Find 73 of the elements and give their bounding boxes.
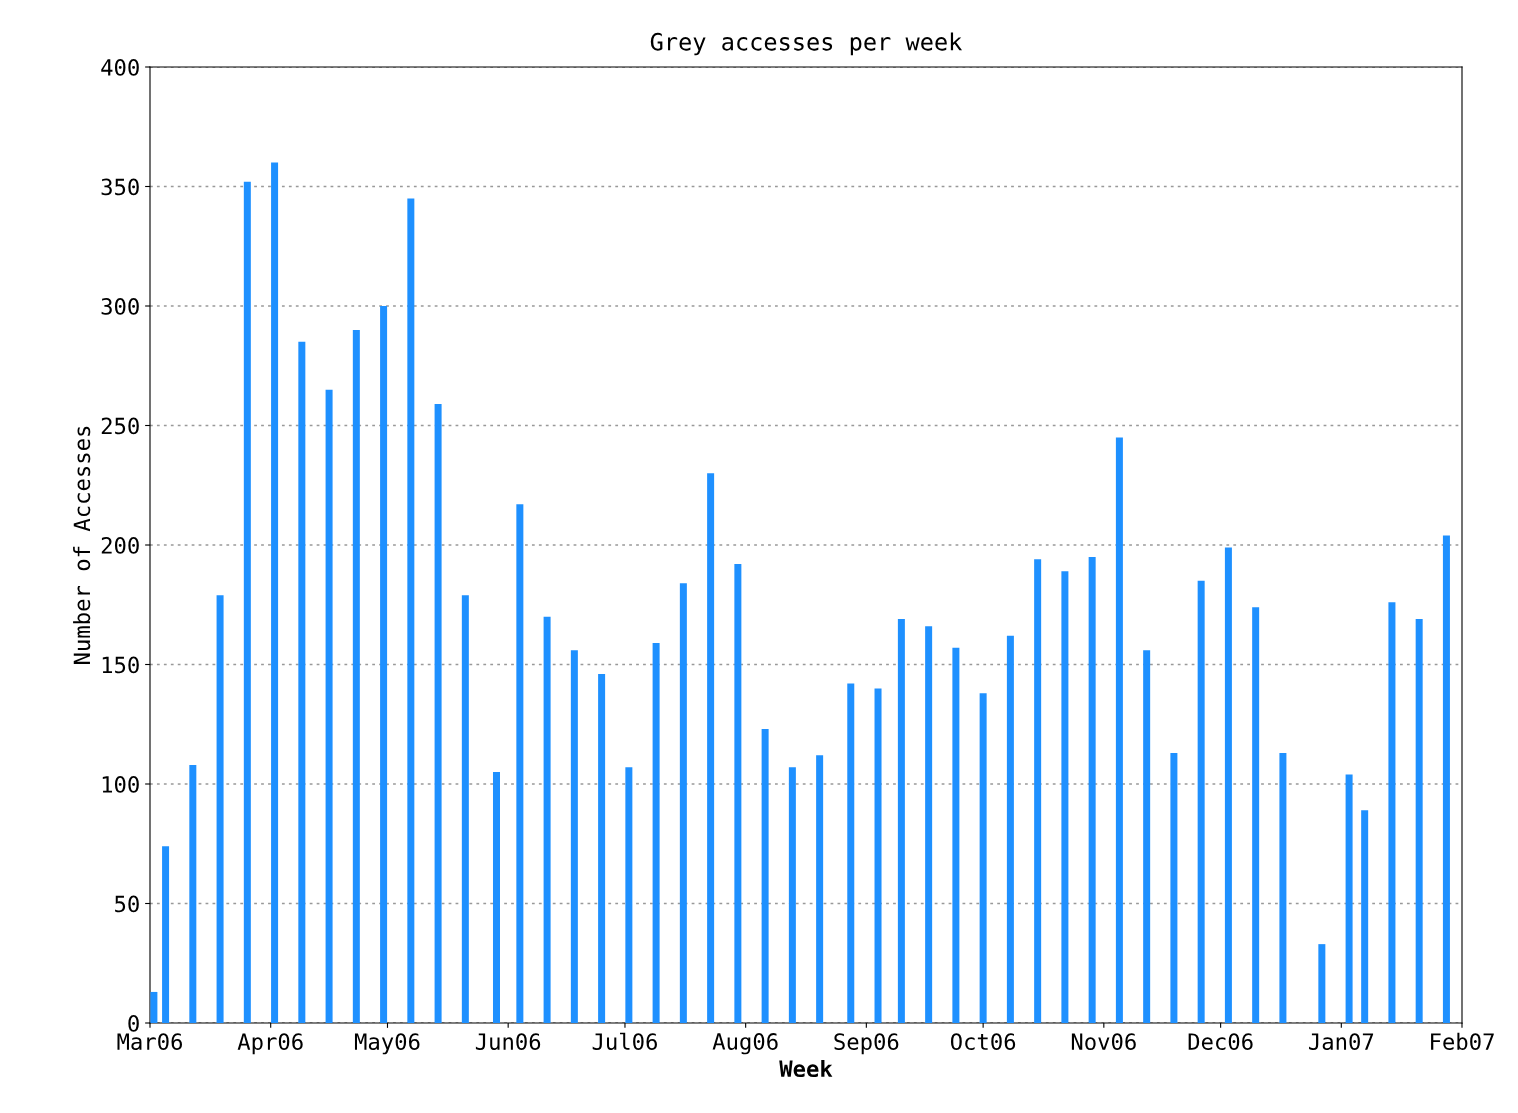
- x-tick-label: Jun06: [475, 1033, 541, 1051]
- x-tick-label: May06: [354, 1033, 420, 1055]
- x-tick-label: Jan07: [1309, 1033, 1374, 1051]
- bar: [625, 767, 633, 1023]
- bar: [1415, 619, 1423, 1023]
- bar: [1006, 635, 1014, 1023]
- bar: [1115, 437, 1123, 1023]
- bar: [570, 650, 578, 1023]
- x-tick-label: Oct06: [950, 1033, 1016, 1051]
- bar: [492, 772, 500, 1023]
- y-tick-label: 150: [102, 656, 139, 674]
- bar: [1143, 650, 1151, 1023]
- x-axis-title: Week: [779, 1059, 833, 1078]
- x-tick-label: Jul06: [592, 1032, 657, 1051]
- x-tick-label: Nov06: [1071, 1033, 1136, 1051]
- bar: [652, 642, 660, 1023]
- bar: [598, 674, 606, 1023]
- x-tick-label: Aug06: [712, 1033, 778, 1055]
- bar: [1252, 607, 1260, 1023]
- bar: [150, 991, 158, 1023]
- bar: [1088, 556, 1096, 1023]
- bar: [1034, 559, 1042, 1023]
- bar: [407, 198, 415, 1023]
- bar: [788, 767, 796, 1023]
- bar: [352, 329, 360, 1023]
- bar: [298, 341, 306, 1023]
- bar: [679, 583, 687, 1023]
- y-axis-title: Number of Accesses: [73, 426, 91, 664]
- y-tick-label: 250: [101, 417, 139, 435]
- bar: [162, 846, 170, 1023]
- bar: [434, 403, 442, 1023]
- bar: [1279, 752, 1287, 1023]
- bar: [734, 564, 742, 1023]
- y-tick-label: 0: [128, 1015, 139, 1032]
- bar: [189, 764, 197, 1023]
- bar: [874, 688, 882, 1023]
- bar: [461, 595, 469, 1023]
- bar: [1442, 535, 1450, 1023]
- bar: [271, 162, 279, 1023]
- bar: [516, 504, 524, 1023]
- bar: [325, 389, 333, 1023]
- y-tick-label: 300: [101, 298, 139, 315]
- bar: [243, 181, 251, 1023]
- bar: [1318, 944, 1326, 1023]
- x-tick-label: Dec06: [1188, 1033, 1253, 1051]
- y-tick-label: 350: [101, 178, 139, 196]
- bar: [707, 473, 715, 1023]
- x-tick-label: Feb07: [1431, 1032, 1494, 1051]
- bar: [979, 693, 987, 1023]
- y-tick-label: 50: [115, 895, 139, 913]
- bar: [925, 626, 933, 1023]
- bar: [1361, 810, 1369, 1023]
- chart-title: Grey accesses per week: [650, 32, 963, 56]
- bar: [761, 729, 769, 1023]
- x-tick-label: Apr06: [237, 1033, 303, 1055]
- x-tick-label: Sep06: [834, 1033, 899, 1055]
- bar: [1197, 580, 1205, 1023]
- bar: [1061, 571, 1069, 1023]
- bar: [816, 755, 824, 1023]
- bar: [897, 619, 905, 1023]
- bar: [1388, 602, 1396, 1023]
- x-tick-label: Mar06: [117, 1033, 183, 1051]
- bar: [380, 306, 388, 1023]
- y-tick-label: 100: [102, 776, 139, 793]
- bar: [1345, 774, 1353, 1023]
- bar: [952, 647, 960, 1023]
- y-tick-label: 400: [101, 59, 139, 76]
- bar: [1170, 752, 1178, 1023]
- bar: [216, 595, 224, 1023]
- bar: [847, 683, 855, 1023]
- bar: [1224, 547, 1232, 1023]
- y-tick-label: 200: [101, 537, 139, 554]
- bar: [543, 616, 551, 1023]
